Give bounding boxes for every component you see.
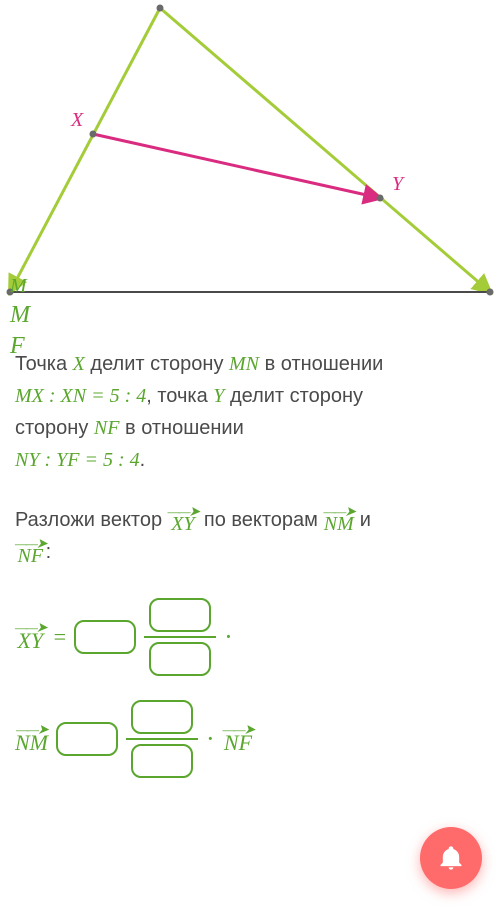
text-frag: . <box>140 449 146 471</box>
var-MN: MN <box>229 353 259 375</box>
fraction-bar <box>144 636 216 638</box>
paragraph-1: Точка X делит сторону MN в отношении MX … <box>15 348 485 476</box>
answer-blank-sign2[interactable] <box>56 722 118 756</box>
ratio-2: NY : YF = 5 : 4 <box>15 449 140 471</box>
answer-row-1: ——➤ XY = · <box>15 598 485 676</box>
text-frag: по векторам <box>204 509 324 531</box>
fraction-1 <box>144 598 216 676</box>
vector-arrow-icon: ——➤ <box>15 625 46 632</box>
answer-row-2: ——➤ NM · ——➤ NF <box>15 700 485 778</box>
vector-arrow-icon: ——➤ <box>15 541 46 548</box>
answer-area: ——➤ XY = · ——➤ NM · ——➤ NF <box>0 568 500 778</box>
svg-text:Y: Y <box>392 173 405 195</box>
var-X: X <box>73 353 85 375</box>
answer-blank-num2[interactable] <box>131 700 193 734</box>
multiply-dot: · <box>224 622 233 652</box>
vector-NF: ——➤ NF <box>223 725 254 754</box>
vector-NM: ——➤ NM <box>15 725 48 754</box>
equals-sign: = <box>54 624 66 650</box>
vector-XY: ——➤ XY <box>168 507 199 534</box>
answer-blank-sign1[interactable] <box>74 620 136 654</box>
answer-blank-num1[interactable] <box>149 598 211 632</box>
text-frag: : <box>46 541 52 563</box>
vector-NM: ——➤ NM <box>323 507 354 534</box>
svg-text:M: M <box>9 275 28 297</box>
vector-arrow-icon: ——➤ <box>16 727 47 734</box>
vertex-labels: M F <box>10 300 30 362</box>
vector-NF: ——➤ NF <box>15 539 46 566</box>
text-frag: в отношении <box>259 353 383 375</box>
var-Y: Y <box>213 385 224 407</box>
var-NF: NF <box>94 417 120 439</box>
vector-arrow-icon: ——➤ <box>223 727 254 734</box>
text-frag: делит сторону <box>224 385 363 407</box>
ratio-1: MX : XN = 5 : 4 <box>15 385 146 407</box>
fraction-2 <box>126 700 198 778</box>
fraction-bar <box>126 738 198 740</box>
text-frag: , точка <box>146 385 213 407</box>
vector-XY: ——➤ XY <box>15 623 46 652</box>
vector-arrow-icon: ——➤ <box>323 509 354 516</box>
vector-arrow-icon: ——➤ <box>168 509 199 516</box>
text-frag: делит сторону <box>85 353 229 375</box>
text-frag: в отношении <box>119 417 243 439</box>
bell-icon <box>437 844 465 872</box>
text-frag: сторону <box>15 417 94 439</box>
answer-blank-den1[interactable] <box>149 642 211 676</box>
multiply-dot: · <box>206 724 215 754</box>
svg-text:X: X <box>70 109 84 131</box>
problem-text: Точка X делит сторону MN в отношении MX … <box>0 300 500 568</box>
notifications-button[interactable] <box>420 827 482 889</box>
text-frag: Разложи вектор <box>15 509 168 531</box>
diagram: M X Y <box>0 0 498 300</box>
paragraph-2: Разложи вектор ——➤ XY по векторам ——➤ NM… <box>15 504 485 568</box>
vertex-M-label: M <box>10 300 30 331</box>
text-frag: и <box>360 509 371 531</box>
answer-blank-den2[interactable] <box>131 744 193 778</box>
triangle-diagram: M X Y <box>0 0 498 300</box>
vertex-F-label: F <box>10 331 30 362</box>
